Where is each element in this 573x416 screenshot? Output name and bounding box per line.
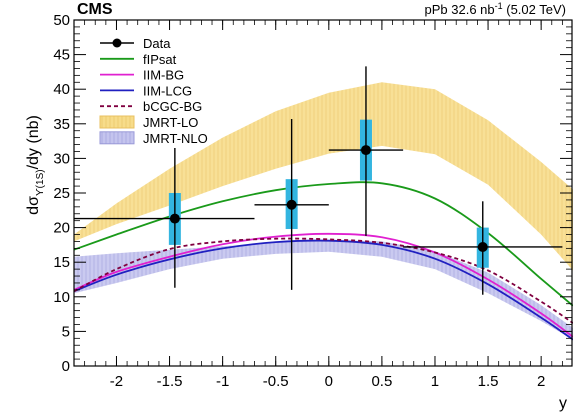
curve-fipsat — [73, 181, 573, 307]
data-point-3 — [328, 66, 404, 236]
luminosity-label: pPb 32.6 nb-1 (5.02 TeV) — [425, 1, 567, 17]
legend-label: JMRT-LO — [143, 115, 198, 130]
x-tick-label: 2 — [537, 373, 545, 390]
y-tick-label: 25 — [53, 185, 70, 202]
x-tick-label: 1 — [431, 373, 439, 390]
legend-entry-data: Data — [100, 36, 171, 51]
x-tick-label: -0.5 — [263, 373, 289, 390]
data-point-1 — [74, 148, 255, 288]
legend-label: Data — [143, 36, 171, 51]
y-tick-label: 5 — [62, 323, 70, 340]
y-axis-label-main: dσ — [25, 196, 42, 215]
x-tick-label: 0.5 — [371, 373, 392, 390]
data-points — [74, 66, 563, 295]
y-tick-label: 20 — [53, 220, 70, 237]
curve-iim-lcg — [73, 239, 573, 341]
legend-label: bCGC-BG — [143, 99, 202, 114]
y-tick-label: 30 — [53, 150, 70, 167]
legend-entry-bcgc-bg: bCGC-BG — [100, 99, 202, 114]
data-point-4 — [403, 201, 563, 295]
data-marker — [477, 241, 488, 252]
y-tick-label: 35 — [53, 116, 70, 133]
luminosity-suffix: (5.02 TeV) — [503, 2, 566, 17]
legend-entry-iim-bg: IIM-BG — [100, 68, 184, 83]
x-tick-label: 1.5 — [478, 373, 499, 390]
y-axis-label-subscript: ϒ(1S) — [35, 169, 46, 196]
theory-curves — [73, 181, 573, 341]
legend: DatafIPsatIIM-BGIIM-LCGbCGC-BGJMRT-LOJMR… — [99, 36, 208, 146]
legend-entry-iim-lcg: IIM-LCG — [100, 83, 192, 98]
y-tick-label: 15 — [53, 254, 70, 271]
y-tick-label: 0 — [62, 358, 70, 375]
legend-label: IIM-BG — [143, 68, 184, 83]
curve-iim-bg — [73, 232, 573, 338]
x-tick-label: -2 — [110, 373, 123, 390]
band-jmrt-lo — [74, 82, 573, 271]
legend-label: JMRT-NLO — [143, 131, 208, 146]
legend-band-swatch — [99, 115, 135, 129]
legend-entry-jmrt-nlo: JMRT-NLO — [99, 131, 208, 146]
legend-label: fIPsat — [143, 52, 177, 67]
data-marker — [360, 145, 371, 156]
legend-entry-fipsat: fIPsat — [100, 52, 177, 67]
x-tick-label: 0 — [325, 373, 333, 390]
data-marker — [286, 199, 297, 210]
y-tick-label: 40 — [53, 81, 70, 98]
legend-data-marker — [112, 38, 122, 48]
experiment-label: CMS — [77, 1, 113, 18]
axes: -2 -1.5 -1 -0.5 0 0.5 1 1.5 20510152025303540455… — [53, 12, 573, 390]
data-point-2 — [254, 118, 329, 290]
y-tick-label: 45 — [53, 47, 70, 64]
luminosity-exponent: -1 — [495, 1, 503, 11]
x-axis-label: y — [559, 395, 567, 412]
legend-entry-jmrt-lo: JMRT-LO — [99, 115, 198, 130]
luminosity-prefix: pPb 32.6 nb — [425, 2, 495, 17]
x-tick-label: -1.5 — [157, 373, 183, 390]
data-marker — [169, 213, 180, 224]
x-tick-label: -1 — [216, 373, 229, 390]
y-tick-label: 10 — [53, 289, 70, 306]
y-axis-label-tail: /dy (nb) — [25, 115, 42, 169]
legend-band-swatch — [99, 131, 135, 145]
legend-label: IIM-LCG — [143, 83, 192, 98]
svg-text:dσϒ(1S)/dy (nb): dσϒ(1S)/dy (nb) — [25, 115, 46, 215]
y-axis-label: dσϒ(1S)/dy (nb) — [25, 115, 46, 215]
y-tick-label: 50 — [53, 12, 70, 29]
